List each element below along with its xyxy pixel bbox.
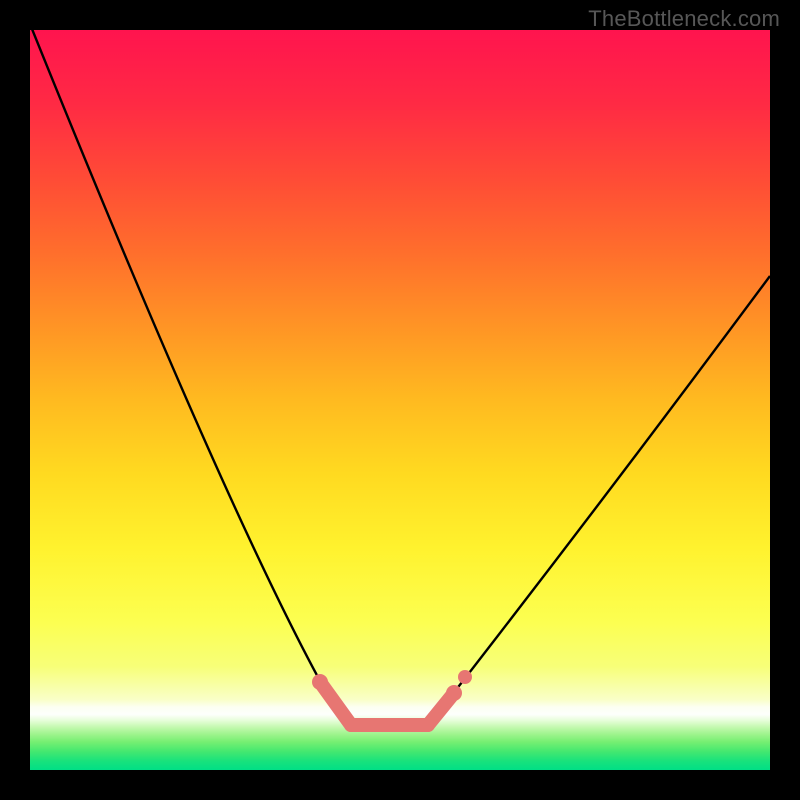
watermark-text: TheBottleneck.com: [588, 6, 780, 32]
plot-background-gradient: [30, 30, 770, 770]
bottleneck-curve-chart: [0, 0, 800, 800]
figure-frame: TheBottleneck.com: [0, 0, 800, 800]
